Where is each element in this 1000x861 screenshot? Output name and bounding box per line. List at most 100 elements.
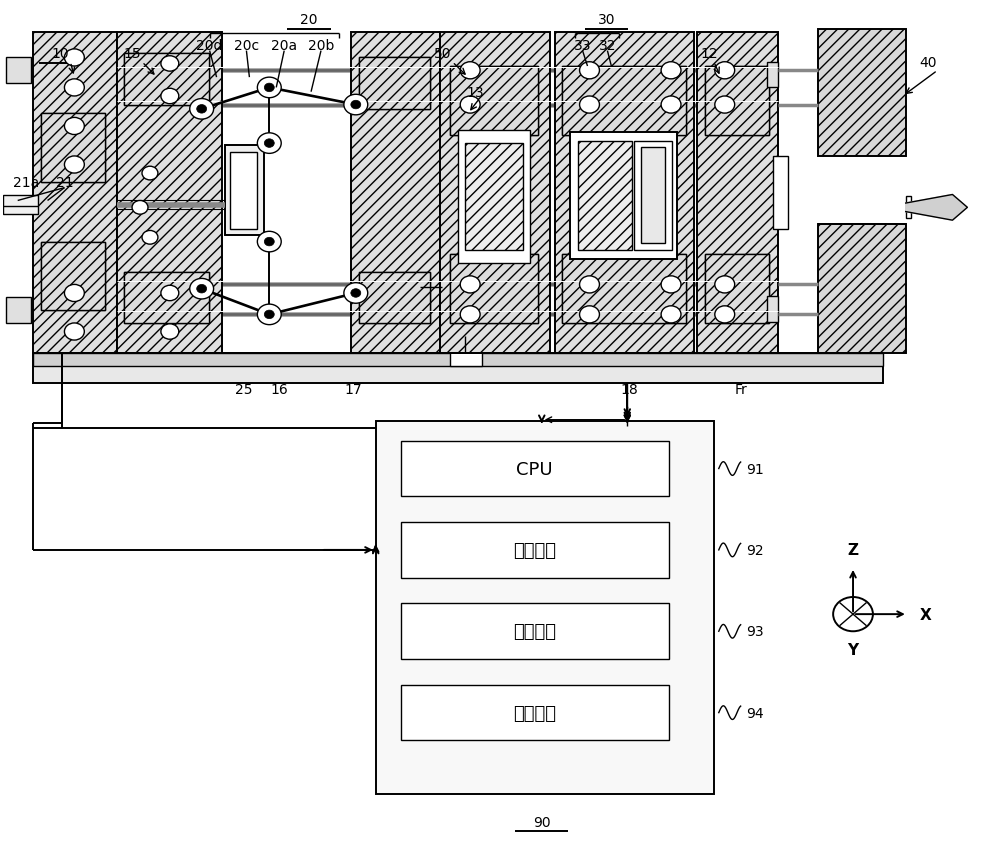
Circle shape [715, 63, 735, 80]
Text: 输入接口: 输入接口 [513, 623, 556, 641]
Text: 18: 18 [620, 382, 638, 396]
Circle shape [64, 118, 84, 135]
Circle shape [161, 90, 179, 104]
Bar [33, 354, 883, 383]
Bar [697, 33, 778, 354]
Bar [401, 604, 669, 660]
Text: 20c: 20c [234, 39, 259, 53]
Circle shape [197, 105, 207, 114]
Circle shape [132, 201, 148, 215]
Text: 13: 13 [466, 85, 484, 100]
Circle shape [264, 84, 274, 93]
Circle shape [580, 276, 599, 294]
Circle shape [190, 279, 214, 300]
Circle shape [64, 157, 84, 174]
Bar [3, 196, 38, 215]
Bar [6, 298, 31, 324]
Circle shape [197, 285, 207, 294]
Text: 92: 92 [747, 543, 764, 557]
Text: 10: 10 [52, 47, 69, 61]
Bar [124, 272, 209, 324]
Circle shape [715, 307, 735, 324]
Bar [562, 255, 686, 324]
Circle shape [351, 101, 361, 109]
Bar [767, 63, 778, 89]
Bar [401, 685, 669, 740]
Text: 20: 20 [300, 13, 318, 27]
Bar [41, 114, 105, 183]
Circle shape [460, 97, 480, 114]
Bar [440, 33, 550, 354]
Circle shape [64, 50, 84, 67]
Bar [351, 33, 440, 354]
Circle shape [64, 324, 84, 341]
Text: 50: 50 [434, 47, 451, 61]
Bar [33, 354, 883, 366]
Bar [767, 297, 778, 323]
Bar [578, 141, 632, 251]
Circle shape [580, 63, 599, 80]
Circle shape [257, 232, 281, 252]
Text: 21: 21 [56, 176, 73, 189]
Bar [33, 33, 117, 354]
Bar [230, 152, 257, 230]
Circle shape [142, 167, 158, 181]
Circle shape [264, 238, 274, 246]
Bar [359, 59, 430, 109]
Circle shape [264, 311, 274, 319]
Text: 40: 40 [919, 56, 936, 70]
Bar [41, 114, 105, 183]
Bar [818, 30, 906, 157]
Bar [555, 33, 694, 354]
Bar [450, 255, 538, 324]
Text: 20d: 20d [196, 39, 223, 53]
Circle shape [190, 99, 214, 120]
Text: Fr: Fr [734, 382, 747, 396]
Text: 存储介质: 存储介质 [513, 542, 556, 560]
Bar [570, 133, 677, 259]
Bar [359, 59, 430, 109]
Circle shape [257, 78, 281, 99]
Circle shape [460, 63, 480, 80]
Bar [773, 157, 788, 230]
Bar [359, 272, 430, 324]
Bar [124, 54, 209, 105]
Circle shape [580, 307, 599, 324]
Bar [458, 131, 530, 263]
Circle shape [460, 276, 480, 294]
Text: 20a: 20a [271, 39, 297, 53]
Circle shape [351, 289, 361, 298]
Text: 17: 17 [344, 382, 362, 396]
Circle shape [715, 97, 735, 114]
Circle shape [161, 286, 179, 301]
Circle shape [161, 325, 179, 340]
Bar [359, 272, 430, 324]
Text: Z: Z [848, 542, 859, 557]
Circle shape [257, 305, 281, 325]
Text: X: X [920, 607, 931, 622]
Circle shape [257, 133, 281, 154]
Circle shape [833, 598, 873, 631]
Bar [450, 67, 538, 135]
Bar [401, 523, 669, 578]
Bar [818, 226, 906, 354]
Text: 90: 90 [533, 815, 551, 829]
Bar [6, 59, 31, 84]
Circle shape [661, 307, 681, 324]
Bar [705, 255, 769, 324]
Text: 输出接口: 输出接口 [513, 703, 556, 722]
Text: 15: 15 [123, 47, 141, 61]
Text: Y: Y [847, 641, 859, 657]
Text: 94: 94 [747, 706, 764, 720]
Bar [562, 67, 686, 135]
Bar [562, 255, 686, 324]
Bar [705, 67, 769, 135]
Circle shape [661, 63, 681, 80]
Circle shape [580, 97, 599, 114]
Circle shape [661, 276, 681, 294]
Circle shape [161, 57, 179, 72]
Bar [124, 272, 209, 324]
Bar [117, 33, 222, 354]
Text: 32: 32 [599, 39, 616, 53]
Circle shape [460, 307, 480, 324]
